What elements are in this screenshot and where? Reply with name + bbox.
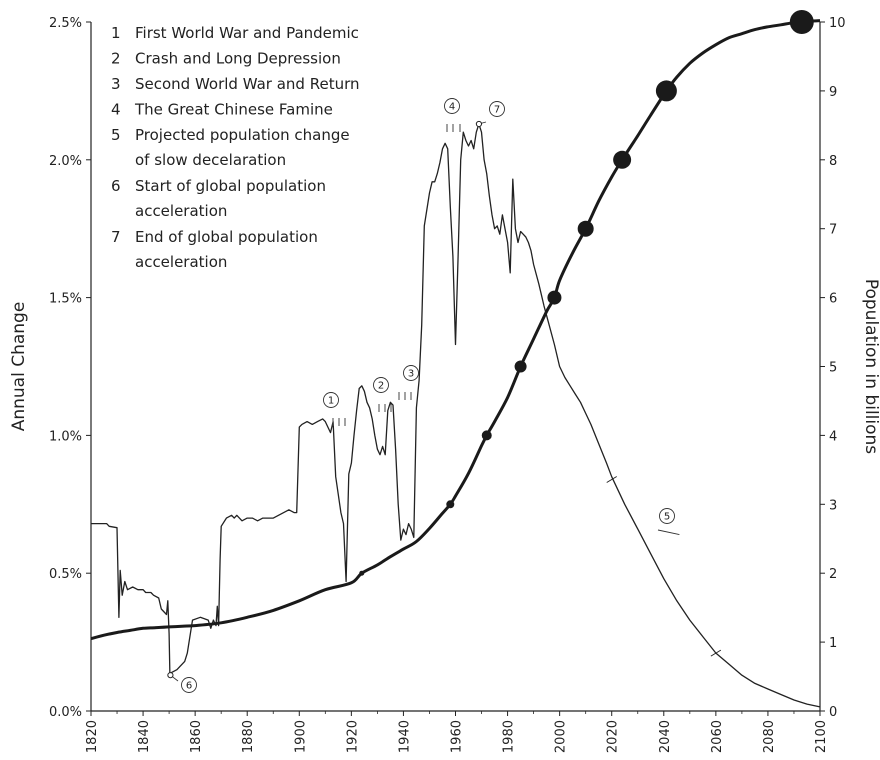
legend-entry-text: of slow decelaration	[135, 151, 286, 169]
annotation-circle	[444, 98, 460, 114]
population-marker	[481, 430, 492, 441]
legend-number: 7	[111, 228, 121, 246]
annotation-number: 2	[378, 381, 384, 392]
annotation-point	[167, 672, 174, 679]
x-tick-label: 1820	[85, 720, 100, 753]
y-right-tick-label: 0	[829, 705, 837, 720]
annotation-circle	[181, 677, 197, 693]
x-tick-label: 1980	[502, 720, 517, 753]
annotation-circle	[403, 365, 419, 381]
legend-number: 5	[111, 126, 121, 144]
annotation-number: 5	[664, 512, 670, 523]
population-marker	[577, 220, 594, 237]
x-tick-label: 1940	[397, 720, 412, 753]
annotation-number: 4	[449, 102, 455, 113]
legend-entry-text: The Great Chinese Famine	[134, 101, 333, 119]
series	[90, 10, 821, 708]
y-left-tick-label: 1.5%	[49, 292, 82, 307]
population-marker	[359, 570, 365, 576]
legend-number: 3	[111, 75, 121, 93]
population-marker	[789, 10, 814, 34]
annotation-circle	[659, 508, 675, 524]
y-left-tick-label: 2.5%	[49, 16, 82, 31]
legend-number: 6	[111, 177, 121, 195]
annotation-number: 1	[328, 396, 334, 407]
x-tick-label: 1880	[241, 720, 256, 753]
x-tick-label: 2020	[606, 720, 621, 753]
y-left-tick-label: 1.0%	[49, 429, 82, 444]
legend: 1 First World War and Pandemic 2 Crash and …	[111, 24, 360, 271]
x-tick-label: 2000	[554, 720, 569, 753]
population-marker	[655, 80, 677, 102]
annotations: 1 2 3 4 5 6 7	[167, 98, 680, 693]
y-left-tick-label: 2.0%	[49, 154, 82, 169]
x-tick-label: 2080	[762, 720, 777, 753]
legend-number: 4	[111, 101, 121, 119]
x-tick-label: 1920	[345, 720, 360, 753]
legend-number: 1	[111, 24, 121, 42]
annotation-circle	[373, 377, 389, 393]
population-line	[90, 19, 821, 641]
population-marker	[514, 360, 527, 373]
y-left-tick-label: 0.5%	[49, 567, 82, 582]
y-right-tick-label: 1	[829, 636, 837, 651]
x-tick-label: 2060	[710, 720, 725, 753]
y-right-tick-label: 8	[829, 154, 837, 169]
x-tick-label: 1860	[189, 720, 204, 753]
legend-number: 2	[111, 50, 121, 68]
annotation-number: 7	[494, 105, 500, 116]
population-marker	[613, 150, 632, 169]
legend-entry-text: Crash and Long Depression	[135, 50, 341, 68]
population-marker	[547, 290, 562, 305]
x-tick-label: 1960	[450, 720, 465, 753]
annotation-number: 3	[408, 369, 414, 380]
y-axis-right-label: Population in billions	[861, 279, 880, 454]
x-tick-label: 1840	[137, 720, 152, 753]
x-tick-label: 1900	[293, 720, 308, 753]
legend-entry-text: Second World War and Return	[135, 75, 360, 93]
annotation-leader	[657, 529, 680, 536]
axes: 0.0% 0.5% 1.0% 1.5% 2.0% 2.5% 0 1 2 3 4 5 6 7 8 9 10 1820…	[49, 16, 846, 753]
annotation-circle	[323, 392, 339, 408]
legend-entry-text: acceleration	[135, 253, 227, 271]
projection-tick	[606, 476, 617, 483]
y-right-tick-label: 3	[829, 498, 837, 513]
y-right-tick-label: 4	[829, 429, 837, 444]
projection-tick	[710, 649, 722, 657]
legend-entry-text: First World War and Pandemic	[135, 24, 359, 42]
annotation-point	[475, 120, 483, 128]
y-axis-left-label: Annual Change	[9, 302, 29, 432]
annotation-number: 6	[186, 681, 192, 692]
population-marker	[446, 500, 455, 509]
x-tick-label: 2100	[814, 720, 829, 753]
annotation-circle	[489, 101, 505, 117]
legend-entry-text: Projected population change	[135, 126, 350, 144]
x-tick-label: 2040	[658, 720, 673, 753]
y-right-tick-label: 10	[829, 16, 846, 31]
y-right-tick-label: 6	[829, 292, 837, 307]
y-right-tick-label: 5	[829, 361, 837, 376]
y-right-tick-label: 7	[829, 223, 837, 238]
y-right-tick-label: 9	[829, 85, 837, 100]
legend-entry-text: Start of global population	[135, 177, 326, 195]
legend-entry-text: acceleration	[135, 202, 227, 220]
y-left-tick-label: 0.0%	[49, 705, 82, 720]
legend-entry-text: End of global population	[135, 228, 318, 246]
y-right-tick-label: 2	[829, 567, 837, 582]
